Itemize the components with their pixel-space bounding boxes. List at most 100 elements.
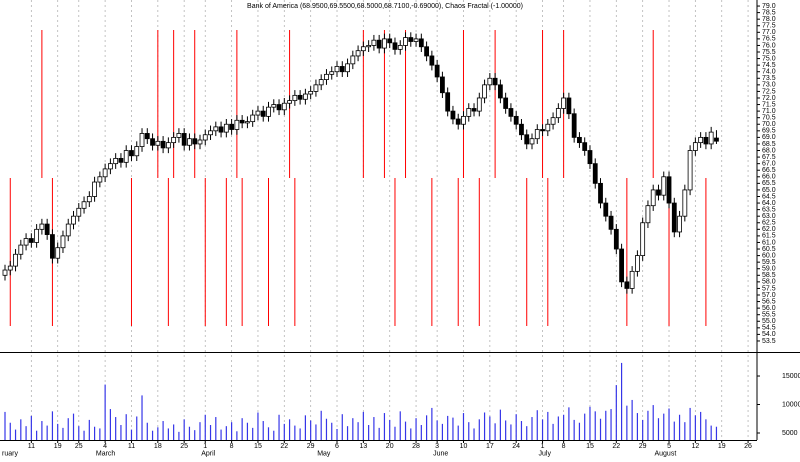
candle-body bbox=[682, 189, 688, 217]
candle-body bbox=[403, 37, 408, 46]
y-tick-label: 72.0 bbox=[762, 95, 776, 102]
y-tick-label: 63.5 bbox=[762, 206, 776, 213]
month-label: May bbox=[317, 450, 331, 457]
x-tick-label: 15 bbox=[586, 443, 594, 450]
candle-body bbox=[113, 157, 119, 165]
candle-body bbox=[519, 123, 524, 136]
y-tick-label: 67.0 bbox=[762, 160, 776, 167]
y-tick-label: 64.0 bbox=[762, 200, 776, 207]
x-tick-label: 5 bbox=[667, 443, 671, 450]
x-tick-label: 28 bbox=[412, 443, 420, 450]
candle-body bbox=[613, 228, 619, 250]
chart-title: Bank of America (68.9500,69.5500,68.5000… bbox=[247, 3, 523, 10]
candle-body bbox=[292, 94, 298, 102]
y-tick-label: 75.0 bbox=[762, 55, 776, 62]
y-tick-label: 62.0 bbox=[762, 226, 776, 233]
y-tick-label: 77.5 bbox=[762, 23, 776, 30]
candle-body bbox=[245, 121, 250, 124]
y-tick-label: 56.5 bbox=[762, 298, 776, 305]
candle-body bbox=[181, 133, 187, 146]
candle-body bbox=[608, 215, 614, 230]
candle-body bbox=[324, 73, 329, 80]
candle-body bbox=[461, 115, 466, 125]
candle-body bbox=[429, 55, 435, 66]
candle-body bbox=[239, 119, 245, 124]
candle-body bbox=[297, 94, 303, 100]
candle-body bbox=[561, 97, 567, 109]
candle-body bbox=[424, 46, 430, 57]
y-tick-label: 68.0 bbox=[762, 147, 776, 154]
x-tick-label: 1 bbox=[541, 443, 545, 450]
candle-body bbox=[118, 157, 124, 163]
candle-body bbox=[86, 196, 92, 203]
y-tick-label: 58.0 bbox=[762, 279, 776, 286]
x-tick-label: 8 bbox=[230, 443, 234, 450]
candle-body bbox=[413, 38, 419, 42]
candle-body bbox=[371, 39, 377, 46]
candle-body bbox=[360, 46, 366, 52]
candle-body bbox=[28, 238, 34, 243]
candle-body bbox=[139, 133, 145, 147]
y-tick-label: 60.0 bbox=[762, 252, 776, 259]
candle-body bbox=[466, 108, 472, 117]
y-tick-label: 73.0 bbox=[762, 82, 776, 89]
candle-body bbox=[218, 126, 224, 133]
candle-body bbox=[60, 235, 66, 249]
candle-body bbox=[550, 117, 556, 125]
y-tick-label: 73.5 bbox=[762, 75, 776, 82]
month-label: April bbox=[201, 450, 215, 457]
candle-body bbox=[255, 110, 261, 116]
candle-body bbox=[318, 79, 324, 86]
candle-body bbox=[160, 140, 166, 149]
candle-body bbox=[229, 123, 235, 130]
y-tick-label: 78.5 bbox=[762, 9, 776, 16]
candle-body bbox=[508, 108, 514, 117]
candle-body bbox=[714, 137, 719, 142]
y-tick-label: 66.5 bbox=[762, 167, 776, 174]
candle-body bbox=[555, 108, 561, 119]
candle-body bbox=[197, 139, 203, 145]
candle-body bbox=[97, 176, 103, 183]
candle-body bbox=[445, 92, 451, 112]
x-tick-label: 11 bbox=[128, 443, 135, 450]
candle-body bbox=[603, 202, 609, 217]
y-tick-label: 74.5 bbox=[762, 62, 776, 69]
y-tick-label: 74.0 bbox=[762, 69, 776, 76]
candle-body bbox=[339, 66, 345, 73]
candle-body bbox=[213, 126, 219, 132]
candle-body bbox=[587, 150, 593, 165]
candle-body bbox=[260, 110, 266, 117]
y-tick-label: 76.0 bbox=[762, 42, 776, 49]
candle-body bbox=[18, 244, 24, 255]
x-tick-label: 13 bbox=[359, 443, 367, 450]
candle-body bbox=[708, 131, 714, 145]
y-tick-label: 59.5 bbox=[762, 259, 776, 266]
candle-body bbox=[577, 136, 582, 144]
candle-body bbox=[313, 84, 319, 92]
candle-body bbox=[387, 38, 393, 44]
y-tick-label: 76.5 bbox=[762, 36, 776, 43]
candle-body bbox=[450, 110, 456, 120]
x-tick-label: 12 bbox=[691, 443, 699, 450]
candle-body bbox=[71, 215, 76, 225]
candle-body bbox=[698, 136, 704, 144]
candle-body bbox=[192, 138, 198, 145]
y-tick-label: 61.0 bbox=[762, 239, 776, 246]
y-tick-label: 69.5 bbox=[762, 128, 776, 135]
candle-body bbox=[202, 134, 208, 141]
x-tick-label: 25 bbox=[75, 443, 83, 450]
x-tick-label: 3 bbox=[435, 443, 439, 450]
y-tick-label: 71.0 bbox=[762, 108, 776, 115]
candle-body bbox=[629, 270, 635, 289]
y-tick-label: 57.0 bbox=[762, 292, 776, 299]
candle-body bbox=[44, 223, 50, 235]
candle-body bbox=[418, 38, 424, 48]
x-tick-label: 4 bbox=[103, 443, 107, 450]
candle-body bbox=[108, 163, 113, 170]
label-layer: 79.078.578.077.577.076.576.075.575.074.5… bbox=[2, 3, 800, 457]
candle-body bbox=[671, 202, 677, 233]
candle-body bbox=[703, 136, 709, 145]
y-tick-label: 61.5 bbox=[762, 233, 776, 240]
